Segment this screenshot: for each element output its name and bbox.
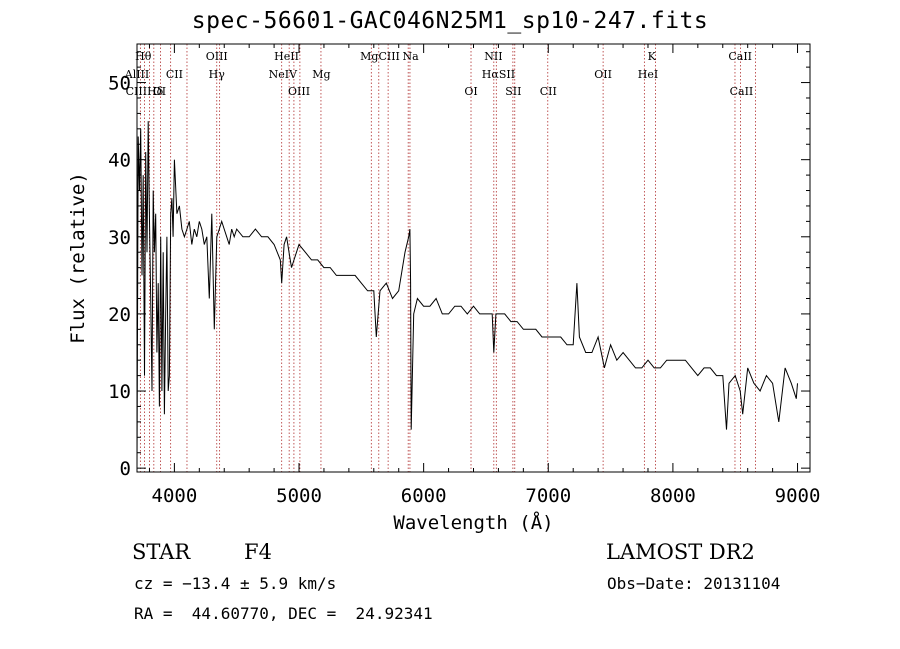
- spectral-line-label: CII: [166, 68, 183, 81]
- spectral-line-label: NII: [484, 50, 502, 63]
- spectral-line-label: MgCIII: [360, 50, 400, 63]
- spectral-line-label: SII: [505, 85, 521, 98]
- y-tick-label: 30: [108, 227, 131, 249]
- spectral-line-label: HeI: [638, 68, 658, 81]
- object-class: STAR: [132, 540, 191, 564]
- spectral-line-label: Na: [402, 50, 419, 63]
- spectral-line-label: OI: [153, 85, 166, 98]
- spectral-line-label: Hγ: [209, 68, 226, 81]
- y-tick-label: 40: [108, 150, 131, 172]
- x-tick-label: 7000: [525, 485, 571, 507]
- axes: 4000 5000 6000 7000 8000 9000 0 10 20 30 40 50 Wavel…: [67, 43, 821, 534]
- x-tick-label: 5000: [276, 485, 322, 507]
- spectral-line-label: Hθ: [135, 50, 152, 63]
- plot-area: [136, 121, 798, 469]
- y-tick-label: 20: [108, 304, 131, 326]
- spectral-line-label: OI: [464, 85, 477, 98]
- y-tick-label: 10: [108, 381, 131, 403]
- spectrum-line: [136, 121, 798, 469]
- spectral-line-label: CaII: [730, 85, 754, 98]
- spectral-line-label: K: [648, 50, 657, 63]
- object-subclass: F4: [244, 540, 272, 564]
- x-tick-label: 4000: [152, 485, 198, 507]
- spectral-line-label: CIIIHδ: [126, 85, 164, 98]
- x-axis-label: Wavelength (Å): [393, 511, 553, 534]
- survey-name: LAMOST DR2: [606, 540, 755, 564]
- y-axis-label: Flux (relative): [67, 172, 89, 344]
- redshift-value: cz = −13.4 ± 5.9 km/s: [134, 574, 337, 593]
- spectral-line-label: HαSII: [482, 68, 515, 81]
- plot-frame: [136, 43, 811, 473]
- spectral-line-label: Mg: [312, 68, 330, 81]
- y-tick-label: 50: [108, 73, 131, 95]
- spectral-line-label: HeII: [274, 50, 299, 63]
- x-tick-label: 6000: [401, 485, 447, 507]
- x-tick-label: 8000: [650, 485, 696, 507]
- spectral-line-label: CaII: [728, 50, 752, 63]
- sky-coordinates: RA = 44.60770, DEC = 24.92341: [134, 604, 433, 623]
- spectral-line-label: OIII: [288, 85, 310, 98]
- emission-line-markers: [139, 44, 756, 472]
- observation-date: Obs−Date: 20131104: [607, 574, 781, 593]
- x-tick-label: 9000: [775, 485, 821, 507]
- spectral-line-label: OIII: [206, 50, 228, 63]
- chart-title: spec-56601-GAC046N25M1_sp10-247.fits: [191, 8, 709, 34]
- y-tick-label: 0: [120, 458, 131, 480]
- spectral-line-label: CII: [540, 85, 557, 98]
- spectral-line-label: OII: [594, 68, 612, 81]
- spectral-line-label: NeIV: [269, 68, 298, 81]
